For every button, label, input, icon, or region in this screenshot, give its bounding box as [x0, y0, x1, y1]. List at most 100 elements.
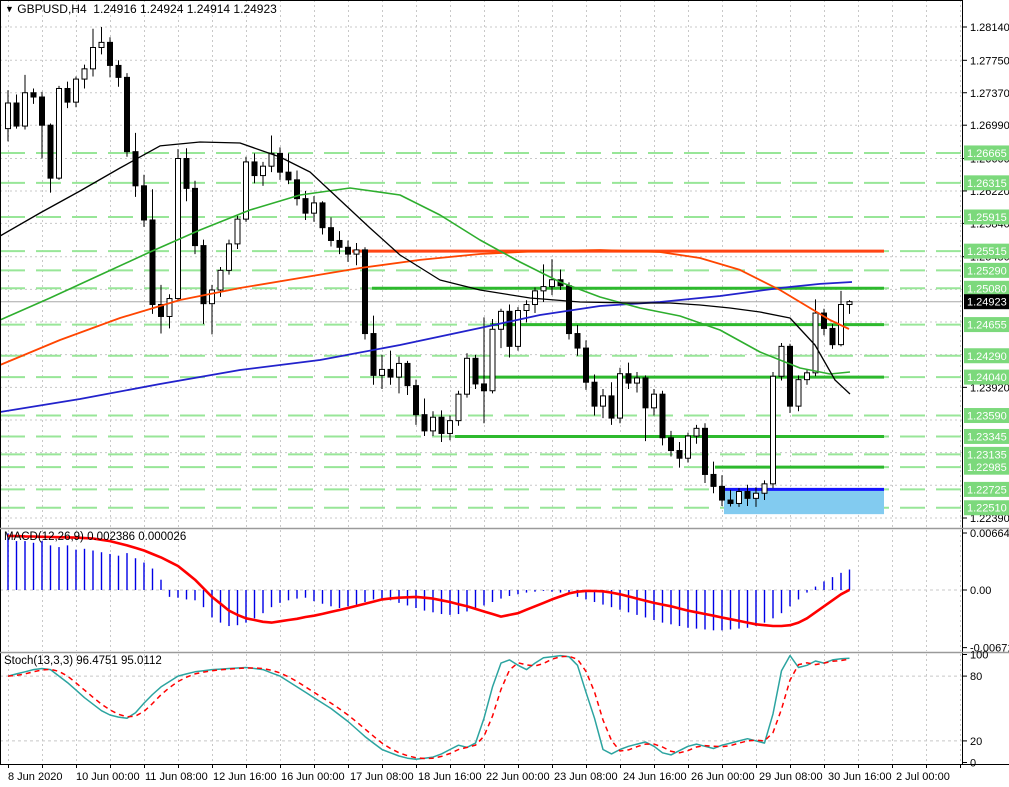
candle-bearish [608, 395, 615, 419]
candle-bullish [260, 165, 266, 177]
price-level-badge-label: 1.26315 [967, 178, 1007, 190]
time-axis-label: 23 Jun 08:00 [554, 771, 618, 783]
candle-bullish [353, 249, 360, 255]
chevron-down-icon[interactable]: ▼ [5, 4, 14, 14]
candle-bearish [294, 179, 300, 200]
time-axis-label: 18 Jun 16:00 [418, 771, 482, 783]
price-axis-label: 1.23920 [970, 382, 1009, 394]
price-level-badge-label: 1.22510 [967, 503, 1007, 515]
ohlc-values: 1.24916 1.24924 1.24914 1.24923 [93, 2, 277, 16]
price-level-badge-label: 1.24655 [967, 320, 1007, 332]
candle-bearish [47, 124, 54, 179]
price-level-badge [964, 209, 1009, 225]
price-level-badge [964, 459, 1009, 475]
candle-bullish [523, 304, 530, 311]
candle-bearish [591, 381, 598, 407]
candle-bearish [710, 473, 717, 487]
time-axis-label: 30 Jun 16:00 [828, 771, 892, 783]
candle-bearish [481, 383, 487, 392]
candle-bullish [22, 92, 28, 127]
candle-bearish [107, 41, 113, 66]
candle-bullish [226, 243, 232, 271]
candle-bearish [319, 202, 326, 229]
candle-bearish [727, 499, 734, 504]
candle-bearish [345, 246, 351, 255]
price-level-badge-label: 1.25080 [967, 283, 1007, 295]
time-axis-label: 24 Jun 16:00 [623, 771, 687, 783]
candle-bearish [387, 368, 394, 378]
candle-bearish [702, 427, 708, 475]
candle-bullish [396, 362, 402, 378]
candle-bearish [200, 245, 207, 305]
price-level-badge-label: 1.22725 [967, 484, 1007, 496]
price-axis-label: 1.27370 [970, 88, 1009, 100]
candle-bearish [668, 437, 674, 452]
candle-bearish [251, 161, 258, 177]
candle-bullish [379, 368, 385, 376]
candle-bearish [158, 304, 164, 317]
candle-bearish [302, 198, 309, 214]
candle-bearish [132, 151, 139, 187]
macd-values: 0.002386 0.000026 [87, 531, 187, 543]
price-level-badge [964, 408, 1009, 424]
candle-bullish [651, 393, 657, 409]
price-level-badge-label: 1.24040 [967, 372, 1007, 384]
stoch-k-line [7, 654, 850, 761]
price-level-badge [964, 446, 1009, 462]
candle-bullish [693, 427, 700, 437]
stoch-d-line [7, 655, 850, 760]
price-level-badge-label: 1.24290 [967, 351, 1007, 363]
highlight-zone [724, 489, 884, 515]
macd-axis-label: -0.006714 [970, 643, 1009, 655]
time-axis-label: 10 Jun 00:00 [76, 771, 140, 783]
price-level-badge [964, 175, 1009, 191]
candle-bearish [115, 64, 122, 78]
candle-bullish [73, 78, 79, 103]
price-level-badge-label: 1.25290 [967, 265, 1007, 277]
macd-indicator-label: MACD(12,26,9) 0.002386 0.000026 [4, 531, 186, 543]
candle-bearish [192, 187, 198, 247]
candle-bearish [472, 357, 479, 385]
candle-bullish [498, 310, 504, 330]
time-axis-label: 2 Jul 00:00 [896, 771, 950, 783]
candle-bearish [64, 87, 71, 103]
candle-bearish [328, 227, 334, 241]
macd-axis-label: 0.006641 [970, 528, 1009, 540]
stoch-indicator-label: Stoch(13,3,3) 96.4751 95.0112 [4, 655, 162, 667]
candle-bullish [685, 435, 691, 459]
candle-bullish [447, 420, 453, 434]
price-level-badge [964, 348, 1009, 364]
candle-bullish [515, 309, 521, 347]
macd-axis-label: 0.00 [970, 585, 991, 597]
moving-average-blue [0, 281, 853, 413]
candle-bearish [676, 450, 683, 459]
candle-bearish [413, 385, 419, 416]
candle-bearish [336, 239, 343, 248]
current-price-badge [964, 294, 1009, 310]
candle-bullish [489, 328, 496, 392]
candle-bullish [761, 483, 768, 494]
price-level-badge-label: 1.25915 [967, 212, 1007, 224]
candle-bearish [370, 333, 377, 376]
candle-bearish [141, 185, 147, 221]
stoch-axis-label: 100 [970, 650, 988, 662]
price-level-badge [964, 243, 1009, 259]
price-axis-label: 1.28140 [970, 22, 1009, 34]
candle-bullish [795, 379, 802, 407]
time-axis-label: 16 Jun 00:00 [281, 771, 345, 783]
price-axis-label: 1.26990 [970, 120, 1009, 132]
candle-bearish [183, 158, 190, 189]
stoch-axis-label: 20 [970, 736, 982, 748]
price-level-badge [964, 428, 1009, 444]
candle-bullish [243, 161, 249, 220]
candle-bullish [209, 289, 215, 305]
price-axis-label: 1.22390 [970, 513, 1009, 525]
candle-bullish [634, 377, 640, 384]
price-level-badge [964, 145, 1009, 161]
stoch-axis-label: 80 [970, 671, 982, 683]
candle-bullish [770, 375, 776, 485]
chart-title: ▼ GBPUSD,H4 1.24916 1.24924 1.24914 1.24… [5, 2, 277, 16]
price-level-badge [964, 280, 1009, 296]
candle-bearish [659, 393, 666, 439]
